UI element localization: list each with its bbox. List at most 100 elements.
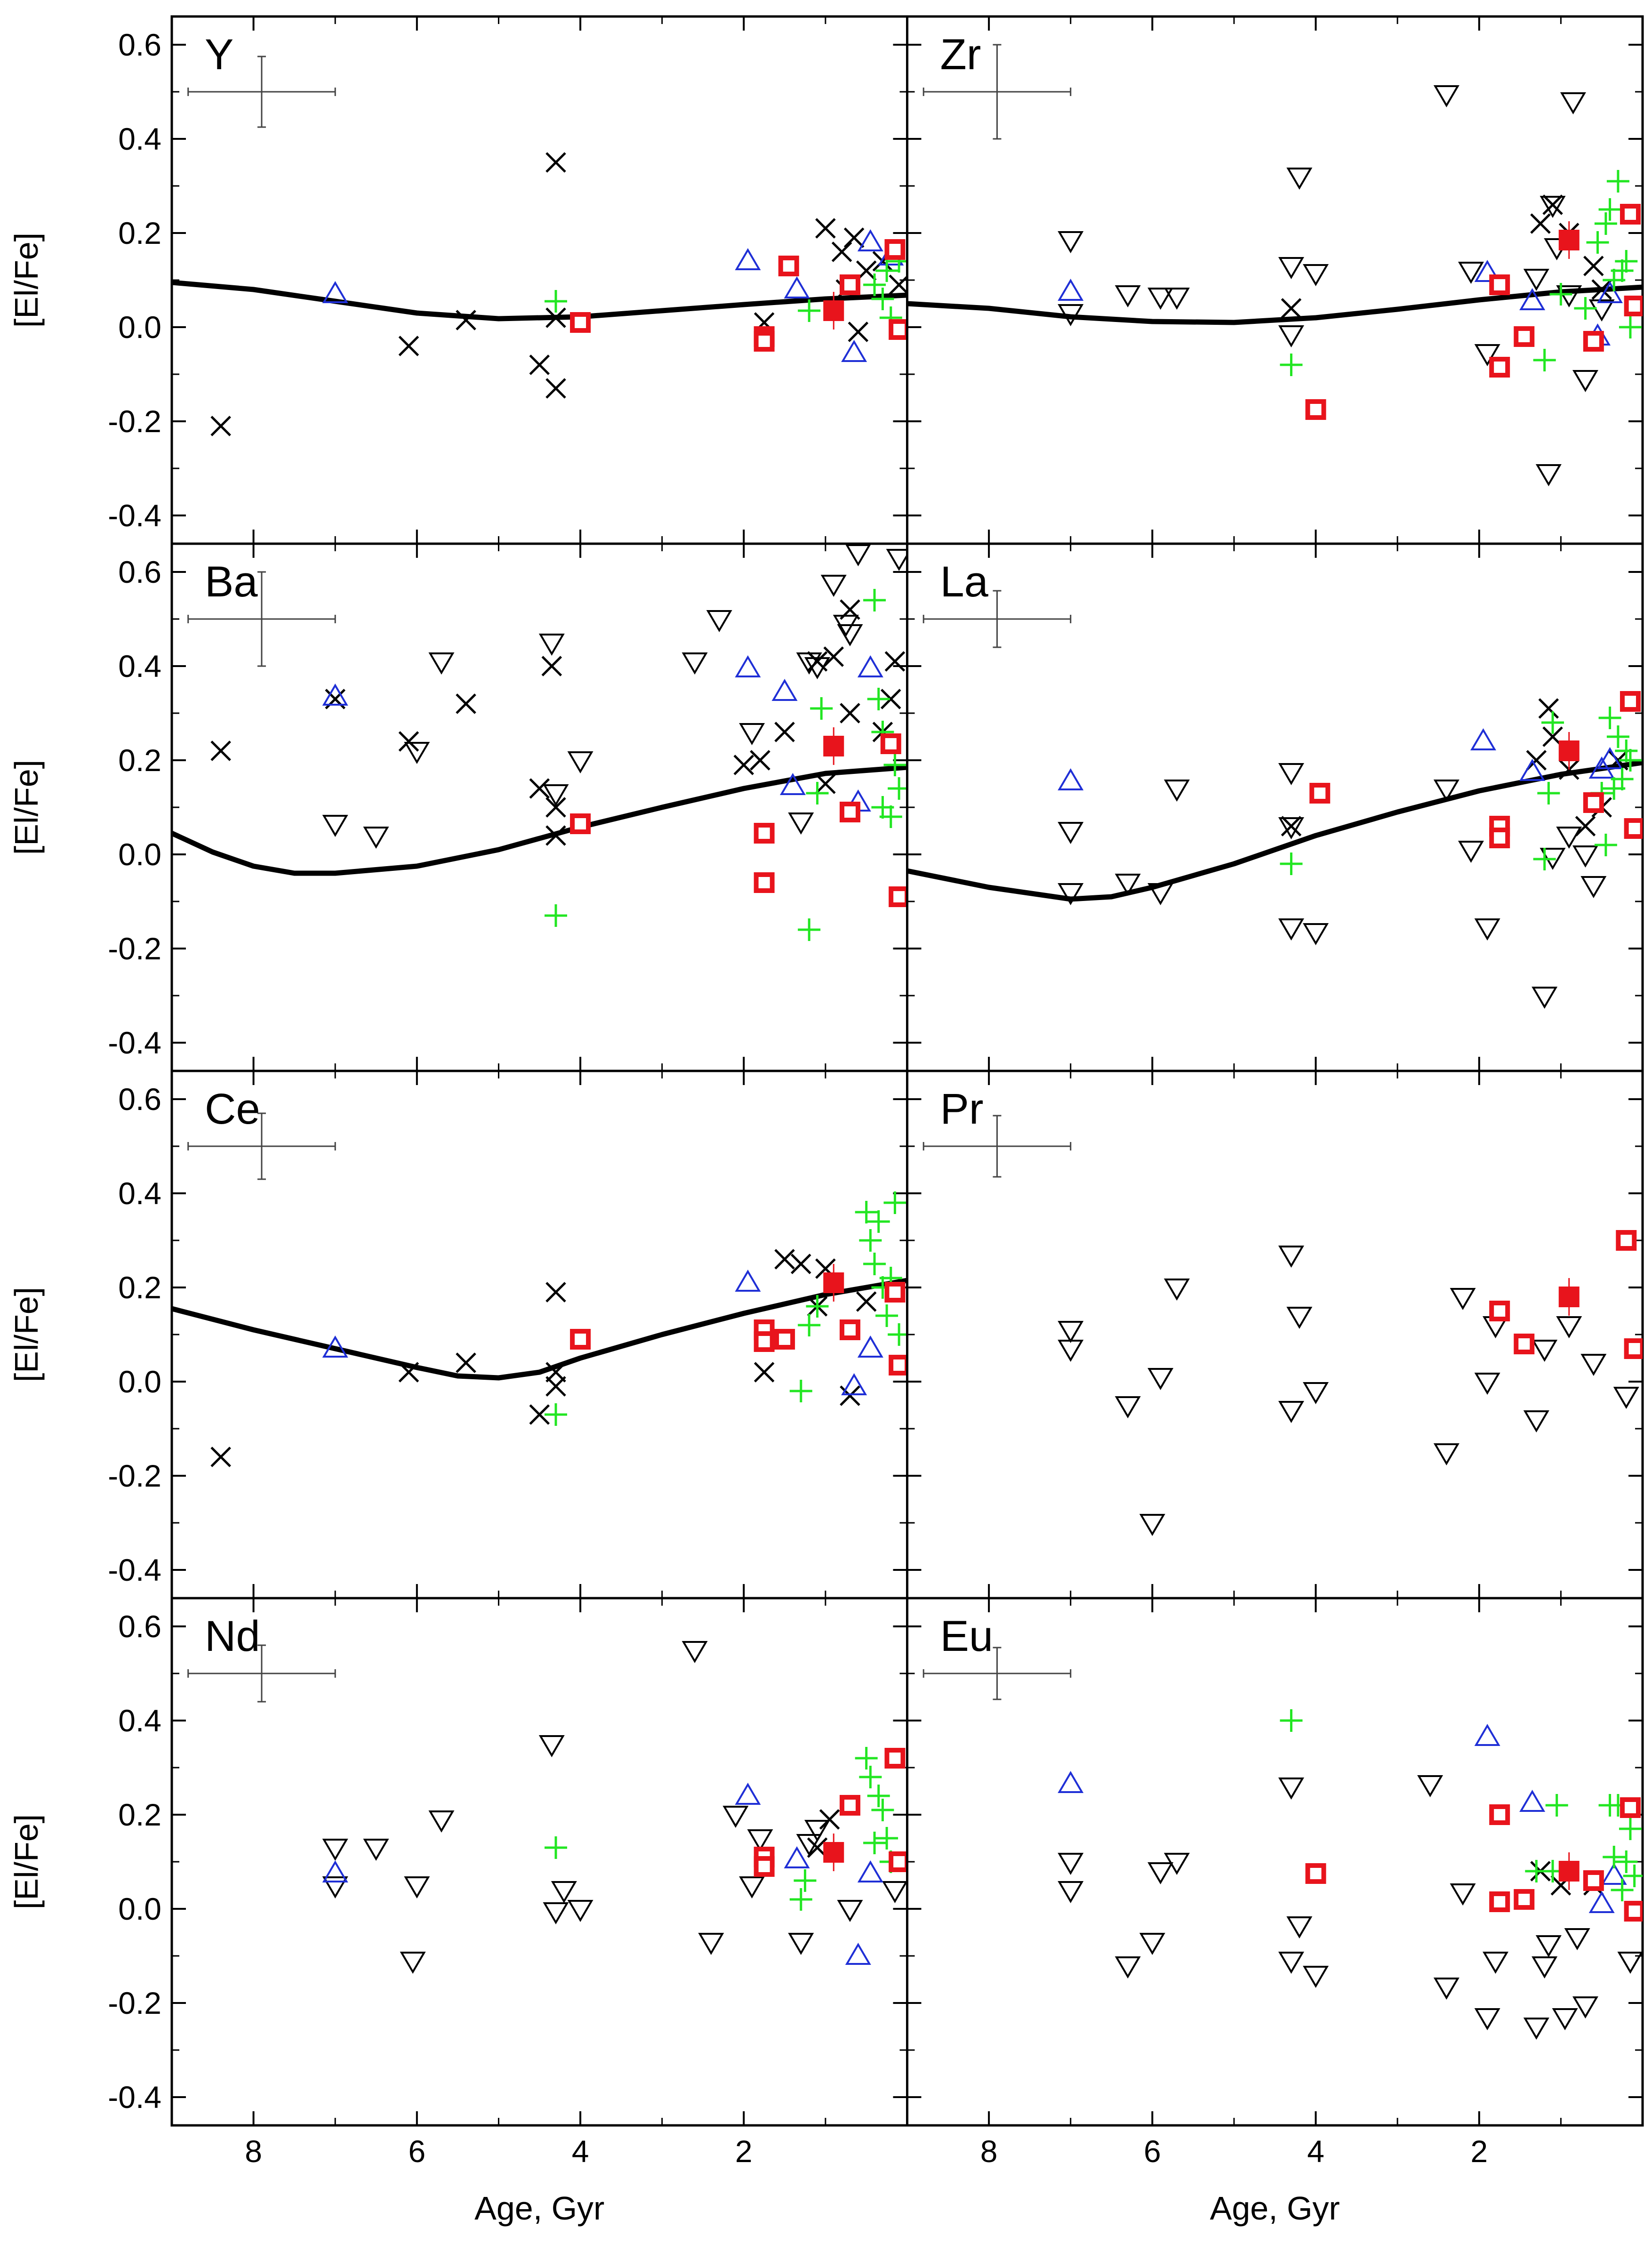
red-square-marker xyxy=(1489,274,1510,295)
black-triangle-down-marker xyxy=(739,723,765,745)
black-x-marker xyxy=(750,750,770,771)
y-tick-label: -0.2 xyxy=(108,931,161,966)
sun-marker xyxy=(1558,1287,1580,1307)
plot-area xyxy=(172,152,907,436)
black-triangle-down-marker xyxy=(1278,257,1304,279)
green-plus-marker xyxy=(1611,259,1634,282)
y-tick-label: -0.4 xyxy=(108,2080,161,2115)
red-square-marker xyxy=(570,312,591,333)
green-plus-marker xyxy=(544,904,567,927)
x-tick-label: 8 xyxy=(245,2134,262,2169)
blue-triangle-marker xyxy=(1588,1891,1615,1913)
black-triangle-down-marker xyxy=(1163,1853,1190,1875)
blue-triangle-marker xyxy=(1597,747,1623,769)
black-triangle-down-marker xyxy=(538,634,565,656)
plot-area xyxy=(322,1641,907,1974)
black-x-marker xyxy=(733,755,754,775)
black-triangle-down-marker xyxy=(1474,344,1500,366)
black-triangle-down-marker xyxy=(1556,285,1582,307)
black-triangle-down-marker xyxy=(1580,876,1607,898)
red-square-marker xyxy=(1514,326,1535,347)
red-square-marker xyxy=(839,1319,860,1340)
black-triangle-down-marker xyxy=(722,1806,749,1828)
green-plus-marker xyxy=(1533,848,1556,870)
blue-triangle-marker xyxy=(1058,768,1084,790)
black-triangle-down-marker xyxy=(1450,1883,1476,1906)
black-triangle-down-marker xyxy=(1433,780,1460,802)
x-tick-label: 4 xyxy=(1307,2134,1324,2169)
green-plus-marker xyxy=(1574,297,1597,320)
green-plus-marker xyxy=(1598,707,1621,729)
green-plus-marker xyxy=(1606,170,1629,193)
green-plus-marker xyxy=(867,1785,890,1807)
black-triangle-down-marker xyxy=(322,1839,348,1861)
black-triangle-down-marker xyxy=(1278,1401,1304,1423)
black-triangle-down-marker xyxy=(538,1735,565,1757)
blue-triangle-marker xyxy=(857,655,883,677)
black-triangle-down-marker xyxy=(1458,841,1484,863)
black-x-marker xyxy=(529,1404,550,1425)
blue-triangle-marker xyxy=(322,1335,348,1358)
black-triangle-down-marker xyxy=(1278,763,1304,785)
red-square-marker xyxy=(754,331,775,352)
black-x-marker xyxy=(774,722,795,742)
black-x-marker xyxy=(210,1447,231,1467)
green-plus-marker xyxy=(1545,1794,1568,1817)
panel-frame xyxy=(906,15,1644,545)
blue-triangle-marker xyxy=(1519,1790,1546,1812)
black-triangle-down-marker xyxy=(322,1876,348,1898)
red-square-marker xyxy=(889,1355,907,1375)
error-bar-cross xyxy=(922,1647,1072,1700)
blue-triangle-marker xyxy=(784,1846,810,1868)
black-triangle-down-marker xyxy=(1303,1966,1329,1988)
black-x-marker xyxy=(210,416,231,436)
green-plus-marker xyxy=(810,697,833,720)
panel-label: Nd xyxy=(205,1612,260,1660)
green-plus-marker xyxy=(1619,1818,1642,1840)
error-bar-cross xyxy=(187,56,336,128)
green-plus-marker xyxy=(859,1766,882,1788)
black-x-marker xyxy=(545,152,566,173)
panel-eu: Eu xyxy=(906,1597,1644,2127)
black-triangle-down-marker xyxy=(551,1881,577,1903)
red-square-marker xyxy=(778,256,799,276)
black-triangle-down-marker xyxy=(682,1641,708,1663)
red-square-marker xyxy=(1620,691,1641,712)
green-plus-marker xyxy=(1603,1846,1626,1868)
blue-triangle-marker xyxy=(1597,281,1623,303)
red-square-marker xyxy=(1514,1334,1535,1354)
black-triangle-down-marker xyxy=(1058,304,1084,326)
black-triangle-down-marker xyxy=(886,549,907,571)
black-triangle-down-marker xyxy=(1058,1340,1084,1362)
x-tick-label: 2 xyxy=(1470,2134,1488,2169)
black-triangle-down-marker xyxy=(837,624,863,646)
panel-la: La xyxy=(906,542,1644,1072)
error-bar-cross xyxy=(187,1644,336,1703)
green-plus-marker xyxy=(1541,711,1564,734)
black-x-marker xyxy=(1591,279,1612,300)
black-triangle-down-marker xyxy=(1058,1853,1084,1875)
blue-triangle-marker xyxy=(1470,728,1496,750)
red-square-marker xyxy=(754,1331,775,1352)
black-x-marker xyxy=(1526,750,1547,771)
black-x-marker xyxy=(1530,213,1551,234)
green-plus-marker xyxy=(883,1191,906,1214)
black-x-marker xyxy=(1538,698,1559,719)
blue-triangle-marker xyxy=(735,1270,761,1292)
black-triangle-down-marker xyxy=(404,742,430,764)
black-x-marker xyxy=(831,241,852,262)
panel-label: Ba xyxy=(205,558,258,606)
black-triangle-down-marker xyxy=(1286,168,1313,190)
black-triangle-down-marker xyxy=(1433,85,1460,107)
panel-y: Y xyxy=(170,15,908,545)
black-x-marker xyxy=(823,646,844,667)
black-triangle-down-marker xyxy=(1572,370,1598,392)
green-plus-marker xyxy=(863,1253,886,1275)
y-tick-label: -0.2 xyxy=(108,1458,161,1493)
plot-area xyxy=(172,1191,907,1467)
panel-frame xyxy=(906,542,1644,1072)
y-tick-label: 0.2 xyxy=(118,743,161,778)
panel-label: Y xyxy=(205,31,233,79)
green-plus-marker xyxy=(1586,231,1609,254)
error-bar-cross xyxy=(187,1112,336,1180)
